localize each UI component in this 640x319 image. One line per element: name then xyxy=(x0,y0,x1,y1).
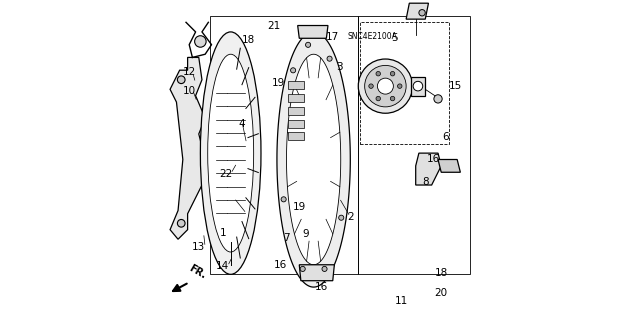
Circle shape xyxy=(305,42,310,48)
Circle shape xyxy=(177,76,185,84)
Text: 16: 16 xyxy=(273,260,287,270)
Circle shape xyxy=(390,96,395,101)
Text: 5: 5 xyxy=(392,33,398,43)
Circle shape xyxy=(322,266,327,271)
Polygon shape xyxy=(411,77,425,96)
Bar xyxy=(288,132,304,140)
Text: FR.: FR. xyxy=(188,263,208,281)
Text: 1: 1 xyxy=(220,228,226,238)
Text: 10: 10 xyxy=(182,86,196,96)
Bar xyxy=(288,120,304,128)
Circle shape xyxy=(327,56,332,61)
Text: 2: 2 xyxy=(347,212,354,222)
Circle shape xyxy=(397,84,402,88)
Text: 21: 21 xyxy=(267,20,280,31)
Circle shape xyxy=(177,219,185,227)
Polygon shape xyxy=(438,160,460,172)
Circle shape xyxy=(434,95,442,103)
Circle shape xyxy=(376,96,380,101)
Circle shape xyxy=(413,81,422,91)
Text: 16: 16 xyxy=(427,154,440,165)
Circle shape xyxy=(291,68,296,73)
Circle shape xyxy=(378,78,394,94)
Polygon shape xyxy=(287,54,340,265)
Text: 16: 16 xyxy=(315,282,328,292)
Text: SNC4E2100A: SNC4E2100A xyxy=(348,32,397,41)
Polygon shape xyxy=(298,26,328,38)
Bar xyxy=(288,94,304,102)
Bar xyxy=(288,81,304,89)
Text: 15: 15 xyxy=(449,81,462,91)
Circle shape xyxy=(358,59,413,113)
Circle shape xyxy=(300,266,305,271)
Text: 13: 13 xyxy=(192,242,205,252)
Text: 19: 19 xyxy=(292,202,306,212)
Ellipse shape xyxy=(208,54,253,252)
Circle shape xyxy=(281,197,286,202)
Text: 6: 6 xyxy=(443,132,449,142)
Circle shape xyxy=(390,71,395,76)
Text: 3: 3 xyxy=(336,62,342,72)
Bar xyxy=(288,107,304,115)
Polygon shape xyxy=(277,32,350,287)
Polygon shape xyxy=(416,153,441,185)
Text: 11: 11 xyxy=(395,296,408,307)
Circle shape xyxy=(365,65,406,107)
Circle shape xyxy=(339,215,344,220)
Text: 22: 22 xyxy=(220,169,232,179)
Text: 20: 20 xyxy=(435,288,448,299)
Text: 4: 4 xyxy=(239,119,245,130)
Text: 19: 19 xyxy=(272,78,285,88)
Text: 17: 17 xyxy=(326,32,339,42)
Text: 14: 14 xyxy=(216,261,229,271)
Ellipse shape xyxy=(200,32,261,274)
Text: 7: 7 xyxy=(283,233,290,243)
Text: 18: 18 xyxy=(435,268,448,278)
Circle shape xyxy=(419,10,425,16)
Bar xyxy=(360,22,449,144)
Text: 8: 8 xyxy=(422,177,429,187)
Polygon shape xyxy=(406,3,428,19)
Polygon shape xyxy=(300,265,334,281)
Circle shape xyxy=(376,71,380,76)
Text: 18: 18 xyxy=(242,35,255,45)
Circle shape xyxy=(195,36,206,47)
Text: 9: 9 xyxy=(302,229,309,240)
Circle shape xyxy=(369,84,373,88)
Polygon shape xyxy=(170,57,205,239)
Text: 12: 12 xyxy=(182,67,196,77)
